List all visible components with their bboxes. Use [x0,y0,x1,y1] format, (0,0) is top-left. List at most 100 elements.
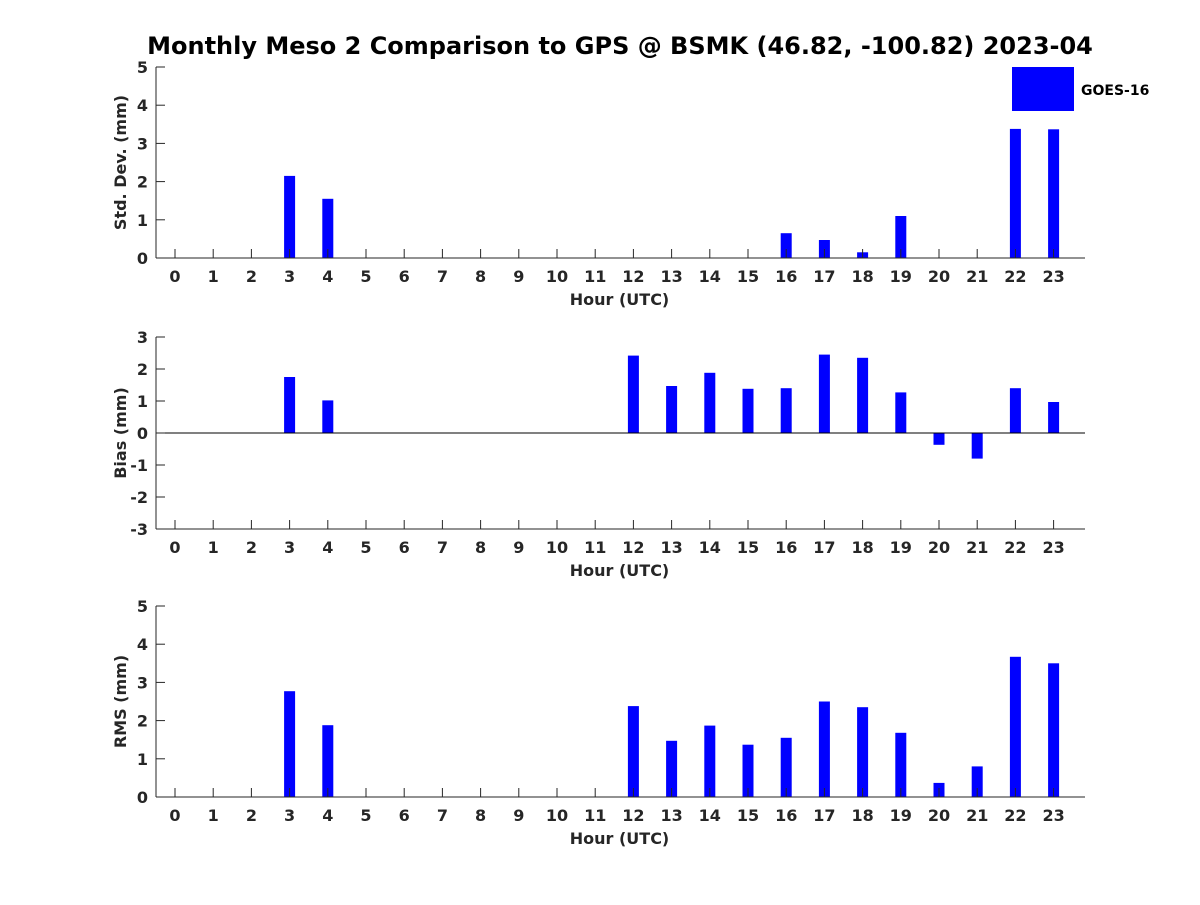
x-tick-label: 11 [584,806,606,825]
x-tick-label: 19 [890,806,912,825]
bar-21 [971,766,983,797]
x-tick-label: 20 [928,806,950,825]
x-tick-label: 5 [360,267,371,286]
x-tick-label: 23 [1042,806,1064,825]
x-tick-label: 16 [775,267,797,286]
bar-12 [627,706,639,797]
bar-15 [742,744,754,797]
chart-title: Monthly Meso 2 Comparison to GPS @ BSMK … [147,32,1093,60]
x-tick-label: 2 [246,538,257,557]
x-tick-label: 1 [208,267,219,286]
bar-4 [322,198,334,258]
x-tick-label: 5 [360,538,371,557]
x-tick-label: 17 [813,538,835,557]
x-tick-label: 9 [513,806,524,825]
y-tick-label: 0 [137,788,148,807]
y-tick-label: 4 [137,635,148,654]
bar-16 [780,233,792,258]
x-tick-label: 3 [284,538,295,557]
x-tick-label: 3 [284,267,295,286]
x-tick-label: 12 [622,267,644,286]
x-tick-label: 22 [1004,806,1026,825]
bar-19 [895,732,907,797]
x-tick-label: 6 [399,267,410,286]
y-tick-label: -3 [130,520,148,539]
x-tick-label: 15 [737,806,759,825]
bar-15 [742,388,754,433]
y-tick-label: 1 [137,392,148,411]
x-tick-label: 0 [169,267,180,286]
bar-4 [322,400,334,433]
x-tick-label: 12 [622,806,644,825]
x-tick-label: 10 [546,538,568,557]
x-tick-label: 8 [475,538,486,557]
bar-3 [284,377,296,433]
x-tick-label: 16 [775,538,797,557]
y-tick-label: 1 [137,211,148,230]
x-tick-label: 13 [660,538,682,557]
x-tick-label: 8 [475,806,486,825]
x-tick-label: 21 [966,267,988,286]
x-tick-label: 4 [322,806,333,825]
bar-13 [666,740,678,797]
y-tick-label: -2 [130,488,148,507]
bar-3 [284,691,296,797]
x-tick-label: 13 [660,267,682,286]
bar-14 [704,725,716,797]
x-tick-label: 13 [660,806,682,825]
x-tick-label: 15 [737,538,759,557]
x-tick-label: 17 [813,806,835,825]
x-tick-label: 20 [928,538,950,557]
x-tick-label: 19 [890,538,912,557]
x-tick-label: 4 [322,538,333,557]
x-tick-label: 21 [966,538,988,557]
x-tick-label: 0 [169,538,180,557]
x-axis-label: Hour (UTC) [570,290,670,309]
y-tick-label: 0 [137,424,148,443]
bar-19 [895,216,907,258]
y-tick-label: 5 [137,597,148,616]
x-axis-label: Hour (UTC) [570,829,670,848]
x-tick-label: 14 [699,806,721,825]
x-tick-label: 5 [360,806,371,825]
x-tick-label: 18 [851,806,873,825]
bar-19 [895,392,907,433]
bar-17 [818,354,830,433]
x-tick-label: 2 [246,267,257,286]
legend-label: GOES-16 [1081,83,1149,99]
bar-18 [857,357,869,433]
x-tick-label: 8 [475,267,486,286]
x-tick-label: 4 [322,267,333,286]
y-tick-label: 1 [137,750,148,769]
x-tick-label: 3 [284,806,295,825]
x-tick-label: 14 [699,267,721,286]
x-tick-label: 22 [1004,267,1026,286]
x-tick-label: 11 [584,267,606,286]
x-tick-label: 7 [437,538,448,557]
x-tick-label: 1 [208,538,219,557]
bar-16 [780,737,792,797]
x-axis-label: Hour (UTC) [570,561,670,580]
x-tick-label: 11 [584,538,606,557]
y-tick-label: 4 [137,96,148,115]
x-tick-label: 18 [851,267,873,286]
bar-3 [284,175,296,258]
x-tick-label: 7 [437,806,448,825]
x-tick-label: 2 [246,806,257,825]
y-tick-label: 3 [137,328,148,347]
y-tick-label: 0 [137,249,148,268]
x-tick-label: 6 [399,538,410,557]
x-tick-label: 7 [437,267,448,286]
x-tick-label: 9 [513,538,524,557]
x-tick-label: 10 [546,267,568,286]
y-tick-label: 2 [137,173,148,192]
y-tick-label: -1 [130,456,148,475]
x-tick-label: 22 [1004,538,1026,557]
y-tick-label: 2 [137,712,148,731]
y-axis-label: Std. Dev. (mm) [111,95,130,230]
bar-4 [322,725,334,797]
x-tick-label: 12 [622,538,644,557]
bar-21 [971,433,983,459]
